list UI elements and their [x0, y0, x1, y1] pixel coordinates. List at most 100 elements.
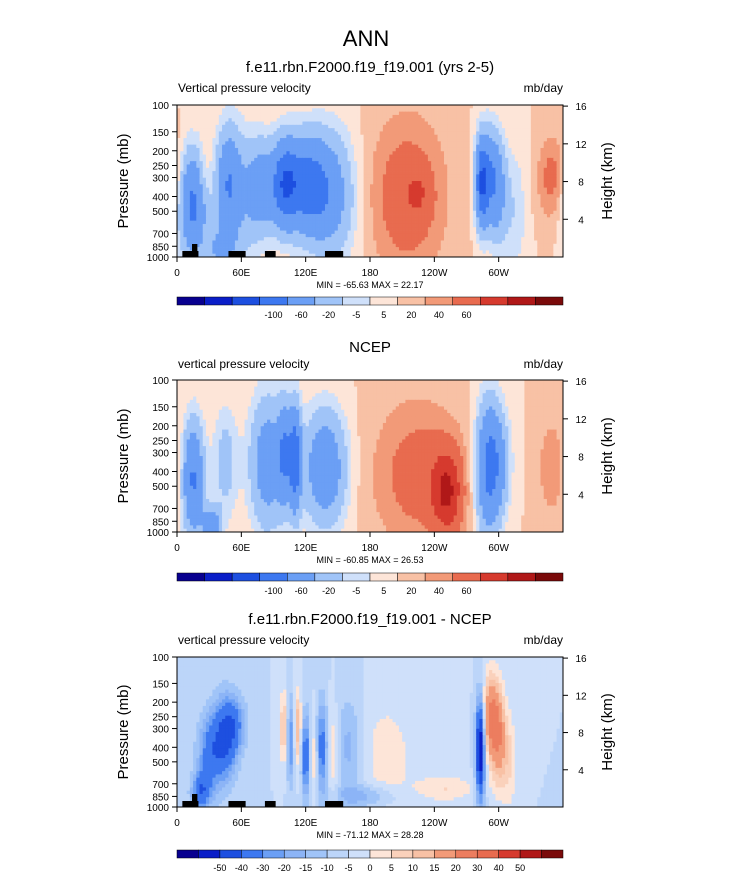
heatmap-cell — [418, 154, 422, 159]
heatmap-cell — [534, 237, 538, 241]
heatmap-cell — [505, 181, 509, 185]
heatmap-cell — [550, 237, 554, 241]
heatmap-cell — [431, 207, 435, 212]
heatmap-cell — [363, 190, 368, 195]
heatmap-cell — [534, 128, 538, 132]
heatmap-cell — [341, 194, 345, 198]
heatmap-cell — [315, 118, 319, 122]
heatmap-cell — [501, 157, 506, 162]
heatmap-cell — [463, 217, 467, 222]
heatmap-cell — [460, 141, 464, 146]
heatmap-cell — [305, 141, 310, 146]
heatmap-cell — [363, 181, 368, 185]
heatmap-cell — [440, 233, 445, 238]
heatmap-cell — [437, 164, 442, 169]
heatmap-cell — [418, 124, 422, 129]
heatmap-cell — [398, 157, 403, 162]
heatmap-cell — [443, 181, 448, 185]
heatmap-cell — [331, 177, 336, 182]
heatmap-cell — [366, 121, 371, 126]
heatmap-cell — [305, 144, 310, 149]
heatmap-cell — [453, 144, 458, 149]
heatmap-cell — [505, 174, 509, 179]
heatmap-cell — [250, 214, 255, 218]
heatmap-cell — [205, 200, 210, 205]
heatmap-cell — [341, 128, 345, 132]
heatmap-cell — [241, 157, 245, 162]
heatmap-cell — [283, 204, 287, 208]
heatmap-cell — [225, 105, 229, 109]
heatmap-cell — [472, 217, 477, 222]
heatmap-cell — [402, 230, 406, 235]
heatmap-cell — [357, 167, 361, 172]
heatmap-cell — [418, 217, 422, 222]
heatmap-cell — [447, 118, 451, 122]
heatmap-cell — [250, 227, 255, 231]
heatmap-cell — [395, 194, 400, 198]
heatmap-cell — [267, 207, 271, 212]
heatmap-cell — [418, 134, 422, 139]
heatmap-cell — [559, 134, 563, 139]
heatmap-cell — [450, 207, 455, 212]
heatmap-cell — [209, 220, 213, 225]
heatmap-cell — [334, 194, 339, 198]
heatmap-cell — [492, 237, 496, 241]
heatmap-cell — [517, 237, 522, 241]
heatmap-cell — [431, 187, 435, 192]
heatmap-cell — [517, 151, 522, 155]
heatmap-cell — [479, 184, 483, 188]
heatmap-cell — [177, 233, 181, 238]
heatmap-cell — [228, 124, 233, 129]
heatmap-cell — [363, 187, 368, 192]
heatmap-cell — [289, 214, 294, 218]
heatmap-cell — [350, 108, 355, 112]
heatmap-cell — [183, 197, 188, 202]
heatmap-cell — [437, 237, 442, 241]
heatmap-cell — [241, 118, 245, 122]
heatmap-cell — [231, 167, 236, 172]
heatmap-cell — [273, 190, 278, 195]
heatmap-cell — [476, 197, 480, 202]
heatmap-cell — [202, 154, 207, 159]
heatmap-cell — [344, 177, 348, 182]
heatmap-cell — [231, 237, 236, 241]
heatmap-cell — [505, 124, 509, 129]
heatmap-cell — [353, 207, 358, 212]
heatmap-cell — [508, 114, 512, 119]
heatmap-cell — [289, 154, 294, 159]
heatmap-cell — [431, 121, 435, 126]
heatmap-cell — [193, 181, 197, 185]
heatmap-cell — [440, 227, 445, 231]
heatmap-cell — [437, 138, 442, 142]
heatmap-cell — [405, 230, 409, 235]
heatmap-cell — [315, 194, 319, 198]
heatmap-cell — [546, 111, 551, 116]
heatmap-cell — [347, 134, 352, 139]
heatmap-cell — [517, 233, 522, 238]
heatmap-cell — [186, 200, 191, 205]
heatmap-cell — [312, 164, 316, 169]
heatmap-cell — [415, 154, 419, 159]
heatmap-cell — [440, 121, 445, 126]
heatmap-cell — [347, 177, 352, 182]
heatmap-cell — [279, 207, 284, 212]
heatmap-cell — [556, 121, 561, 126]
heatmap-cell — [453, 233, 458, 238]
heatmap-cell — [460, 121, 464, 126]
heatmap-cell — [379, 164, 384, 169]
heatmap-cell — [315, 124, 319, 129]
heatmap-cell — [492, 161, 496, 165]
heatmap-cell — [212, 220, 216, 225]
heatmap-cell — [370, 197, 374, 202]
heatmap-cell — [427, 181, 432, 185]
heatmap-cell — [363, 171, 368, 175]
heatmap-cell — [382, 121, 387, 126]
heatmap-cell — [276, 197, 281, 202]
heatmap-cell — [511, 187, 516, 192]
heatmap-cell — [530, 167, 535, 172]
heatmap-cell — [283, 108, 287, 112]
heatmap-cell — [222, 240, 226, 245]
heatmap-cell — [312, 233, 316, 238]
heatmap-cell — [524, 194, 529, 198]
heatmap-cell — [315, 233, 319, 238]
